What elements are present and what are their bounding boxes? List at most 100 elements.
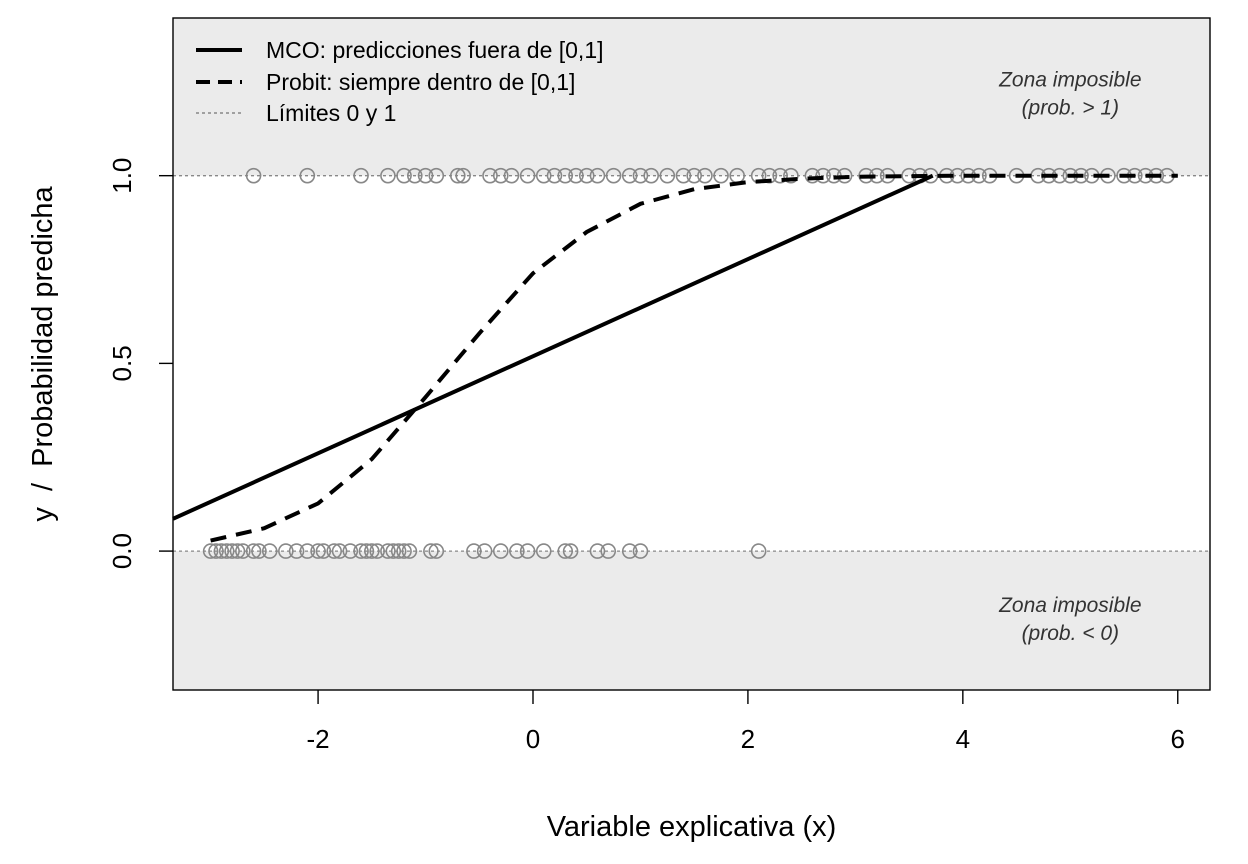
observation-y1 (482, 167, 498, 184)
legend-label-solid: MCO: predicciones fuera de [0,1] (266, 37, 604, 63)
observation-y0 (600, 543, 617, 559)
observation-y0 (428, 543, 445, 559)
axes: -2 0 2 4 6 0.0 0.5 1.0 (107, 158, 1185, 754)
observation-y1 (449, 167, 466, 184)
observation-y1 (353, 167, 369, 184)
y-axis-title: y / Probabilidad predicha (27, 185, 59, 521)
y-tick-label: 1.0 (107, 158, 137, 194)
observation-y1 (396, 167, 412, 184)
observation-y1 (546, 167, 563, 184)
observation-y0 (385, 543, 402, 559)
observation-y0 (535, 543, 552, 559)
zone-label-title: Zona imposible (998, 69, 1141, 92)
observation-y0 (466, 543, 482, 559)
observation-y0 (299, 543, 316, 559)
legend-label-dashed: Probit: siempre dentro de [0,1] (266, 69, 575, 95)
observation-y0 (632, 543, 649, 559)
x-tick-label: 2 (741, 724, 755, 754)
zone-annotations: Zona imposible (prob. > 1) Zona imposible (… (998, 69, 1141, 646)
observation-y1 (428, 167, 445, 184)
observations (202, 167, 1175, 559)
reference-lines (173, 175, 1210, 552)
observation-y0 (315, 543, 332, 559)
observation-y0 (342, 543, 359, 559)
observation-y1 (492, 167, 509, 184)
observation-y0 (476, 543, 493, 559)
y-tick-label: 0.0 (107, 533, 137, 569)
observation-y1 (406, 167, 423, 184)
observation-y0 (380, 543, 396, 559)
observation-y1 (455, 167, 471, 184)
x-tick-label: 0 (526, 724, 540, 754)
observation-y0 (492, 543, 509, 559)
observation-y0 (251, 543, 267, 559)
impossible-zone-shading (173, 18, 1210, 690)
series-mco-line (172, 173, 934, 521)
observation-y0 (509, 543, 525, 559)
observation-y0 (364, 543, 380, 559)
observation-y1 (621, 167, 638, 184)
observation-y0 (235, 543, 251, 559)
observation-y0 (218, 543, 235, 559)
observation-y0 (224, 543, 240, 559)
observation-y1 (578, 167, 595, 184)
observation-y0 (331, 543, 348, 559)
observation-y0 (353, 543, 369, 559)
lower-impossible-zone (173, 551, 1210, 690)
observation-y1 (557, 167, 574, 184)
zone-label-detail: (prob. > 1) (1022, 97, 1119, 120)
observation-y0 (202, 543, 219, 559)
upper-impossible-zone (173, 18, 1210, 176)
x-tick-label: 6 (1171, 724, 1185, 754)
zone-label-title: Zona imposible (998, 594, 1141, 617)
x-tick-label: -2 (307, 724, 330, 754)
observation-y1 (697, 167, 713, 184)
observation-y0 (621, 543, 638, 559)
legend: MCO: predicciones fuera de [0,1] Probit: … (196, 37, 604, 126)
observation-y0 (358, 543, 375, 559)
observation-y0 (557, 543, 574, 559)
observation-y0 (589, 543, 606, 559)
observation-y0 (396, 543, 412, 559)
observation-y0 (261, 543, 278, 559)
observation-y1 (804, 167, 821, 184)
observation-y1 (659, 167, 676, 184)
observation-y1 (380, 167, 396, 184)
fitted-series (172, 173, 1178, 543)
observation-y0 (519, 543, 536, 559)
plot-frame (172, 17, 1211, 691)
observation-y1 (589, 167, 606, 184)
legend-label-dotted: Límites 0 y 1 (266, 100, 396, 126)
observation-y0 (278, 543, 294, 559)
observation-y0 (423, 543, 439, 559)
observation-y0 (213, 543, 230, 559)
observation-y0 (326, 543, 342, 559)
observation-y1 (815, 167, 831, 184)
observation-y0 (245, 543, 262, 559)
observation-y0 (401, 543, 418, 559)
zone-label-detail: (prob. < 0) (1022, 622, 1119, 645)
observation-y1 (245, 167, 262, 184)
observation-y1 (783, 167, 799, 184)
x-tick-label: 4 (956, 724, 970, 754)
observation-y1 (632, 167, 649, 184)
observation-y1 (605, 167, 622, 184)
observation-y1 (686, 167, 702, 184)
observation-y1 (713, 167, 729, 184)
observation-y0 (369, 543, 385, 559)
observation-y1 (535, 167, 552, 184)
observation-y1 (519, 167, 536, 184)
observation-y1 (772, 167, 788, 184)
x-axis-title: Variable explicativa (x) (547, 811, 837, 843)
observation-y0 (310, 543, 326, 559)
plot-border (172, 17, 1211, 691)
observation-y0 (208, 543, 224, 559)
observation-y1 (503, 167, 520, 184)
observation-y0 (750, 543, 767, 559)
observation-y1 (568, 167, 584, 184)
series-probit-line (210, 173, 1178, 543)
observation-y0 (229, 543, 246, 559)
observation-y1 (675, 167, 692, 184)
observation-y1 (643, 167, 660, 184)
